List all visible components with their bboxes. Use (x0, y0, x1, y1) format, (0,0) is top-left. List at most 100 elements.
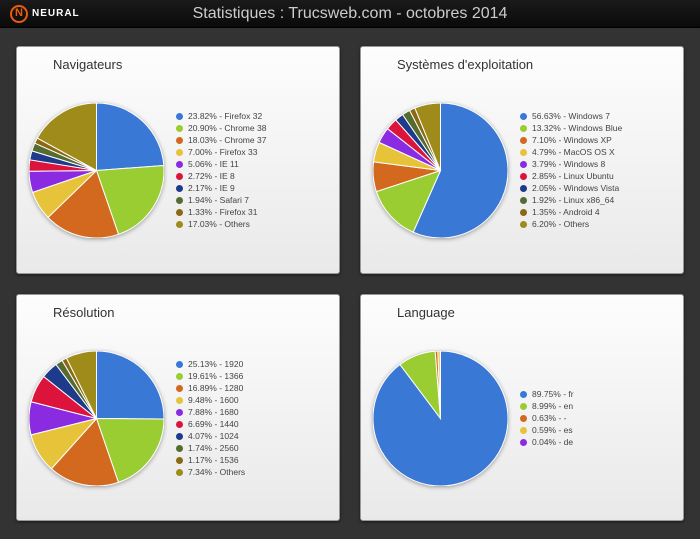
legend-label: 20.90% - Chrome 38 (188, 123, 266, 134)
legend-row: 6.69% - 1440 (176, 419, 327, 430)
legend-label: 1.74% - 2560 (188, 443, 239, 454)
legend-row: 7.00% - Firefox 33 (176, 147, 327, 158)
legend-row: 2.17% - IE 9 (176, 183, 327, 194)
legend-language: 89.75% - fr8.99% - en0.63% - -0.59% - es… (520, 389, 671, 448)
legend-row: 1.94% - Safari 7 (176, 195, 327, 206)
legend-row: 0.04% - de (520, 437, 671, 448)
legend-swatch-icon (176, 445, 183, 452)
legend-label: 7.34% - Others (188, 467, 245, 478)
legend-label: 89.75% - fr (532, 389, 574, 400)
legend-swatch-icon (520, 173, 527, 180)
page-title: Statistiques : Trucsweb.com - octobres 2… (193, 5, 508, 23)
legend-row: 0.59% - es (520, 425, 671, 436)
legend-row: 19.61% - 1366 (176, 371, 327, 382)
legend-row: 23.82% - Firefox 32 (176, 111, 327, 122)
legend-swatch-icon (176, 197, 183, 204)
logo-text: NEURAL (32, 8, 80, 19)
legend-swatch-icon (520, 197, 527, 204)
legend-swatch-icon (176, 209, 183, 216)
legend-label: 7.88% - 1680 (188, 407, 239, 418)
legend-row: 1.74% - 2560 (176, 443, 327, 454)
brand-logo: N NEURAL (10, 5, 80, 23)
panel-title: Navigateurs (53, 57, 327, 72)
legend-swatch-icon (520, 161, 527, 168)
legend-row: 1.17% - 1536 (176, 455, 327, 466)
legend-navigateurs: 23.82% - Firefox 3220.90% - Chrome 3818.… (176, 111, 327, 230)
legend-label: 4.79% - MacOS OS X (532, 147, 615, 158)
legend-row: 7.34% - Others (176, 467, 327, 478)
legend-label: 23.82% - Firefox 32 (188, 111, 262, 122)
logo-badge-icon: N (10, 5, 28, 23)
legend-swatch-icon (520, 149, 527, 156)
legend-row: 20.90% - Chrome 38 (176, 123, 327, 134)
legend-label: 25.13% - 1920 (188, 359, 243, 370)
legend-row: 2.05% - Windows Vista (520, 183, 671, 194)
legend-row: 9.48% - 1600 (176, 395, 327, 406)
legend-row: 2.85% - Linux Ubuntu (520, 171, 671, 182)
chart-body: 56.63% - Windows 713.32% - Windows Blue7… (373, 78, 671, 264)
legend-swatch-icon (176, 149, 183, 156)
legend-label: 18.03% - Chrome 37 (188, 135, 266, 146)
legend-label: 1.92% - Linux x86_64 (532, 195, 614, 206)
legend-row: 0.63% - - (520, 413, 671, 424)
legend-label: 13.32% - Windows Blue (532, 123, 622, 134)
legend-swatch-icon (176, 361, 183, 368)
legend-label: 5.06% - IE 11 (188, 159, 239, 170)
legend-label: 8.99% - en (532, 401, 573, 412)
legend-row: 7.88% - 1680 (176, 407, 327, 418)
legend-swatch-icon (520, 221, 527, 228)
legend-row: 1.92% - Linux x86_64 (520, 195, 671, 206)
legend-row: 18.03% - Chrome 37 (176, 135, 327, 146)
legend-label: 2.05% - Windows Vista (532, 183, 619, 194)
legend-label: 6.20% - Others (532, 219, 589, 230)
panel-title: Language (397, 305, 671, 320)
panel-resolution: Résolution 25.13% - 192019.61% - 136616.… (16, 294, 340, 522)
legend-label: 16.89% - 1280 (188, 383, 243, 394)
legend-row: 4.79% - MacOS OS X (520, 147, 671, 158)
legend-row: 2.72% - IE 8 (176, 171, 327, 182)
legend-row: 17.03% - Others (176, 219, 327, 230)
legend-swatch-icon (176, 221, 183, 228)
legend-swatch-icon (176, 173, 183, 180)
legend-swatch-icon (176, 469, 183, 476)
chart-body: 25.13% - 192019.61% - 136616.89% - 12809… (29, 326, 327, 512)
legend-label: 1.35% - Android 4 (532, 207, 600, 218)
chart-body: 23.82% - Firefox 3220.90% - Chrome 3818.… (29, 78, 327, 264)
legend-label: 2.17% - IE 9 (188, 183, 235, 194)
legend-label: 17.03% - Others (188, 219, 250, 230)
legend-label: 0.59% - es (532, 425, 573, 436)
legend-swatch-icon (176, 113, 183, 120)
legend-label: 2.72% - IE 8 (188, 171, 235, 182)
legend-row: 16.89% - 1280 (176, 383, 327, 394)
legend-swatch-icon (176, 409, 183, 416)
pie-chart-systemes (373, 103, 508, 238)
chart-body: 89.75% - fr8.99% - en0.63% - -0.59% - es… (373, 326, 671, 512)
legend-row: 7.10% - Windows XP (520, 135, 671, 146)
pie-chart-resolution (29, 351, 164, 486)
legend-swatch-icon (520, 439, 527, 446)
legend-swatch-icon (520, 403, 527, 410)
legend-swatch-icon (520, 137, 527, 144)
pie-chart-language (373, 351, 508, 486)
panel-navigateurs: Navigateurs 23.82% - Firefox 3220.90% - … (16, 46, 340, 274)
legend-row: 5.06% - IE 11 (176, 159, 327, 170)
legend-row: 89.75% - fr (520, 389, 671, 400)
panel-language: Language 89.75% - fr8.99% - en0.63% - -0… (360, 294, 684, 522)
legend-label: 4.07% - 1024 (188, 431, 239, 442)
legend-label: 56.63% - Windows 7 (532, 111, 610, 122)
legend-label: 1.17% - 1536 (188, 455, 239, 466)
legend-label: 7.10% - Windows XP (532, 135, 612, 146)
dashboard-grid: Navigateurs 23.82% - Firefox 3220.90% - … (0, 28, 700, 539)
panel-systemes: Systèmes d'exploitation 56.63% - Windows… (360, 46, 684, 274)
legend-row: 56.63% - Windows 7 (520, 111, 671, 122)
legend-swatch-icon (520, 427, 527, 434)
panel-title: Résolution (53, 305, 327, 320)
legend-label: 19.61% - 1366 (188, 371, 243, 382)
legend-swatch-icon (176, 421, 183, 428)
legend-resolution: 25.13% - 192019.61% - 136616.89% - 12809… (176, 359, 327, 478)
legend-swatch-icon (176, 125, 183, 132)
legend-swatch-icon (176, 433, 183, 440)
legend-row: 1.35% - Android 4 (520, 207, 671, 218)
legend-swatch-icon (520, 391, 527, 398)
legend-swatch-icon (520, 113, 527, 120)
